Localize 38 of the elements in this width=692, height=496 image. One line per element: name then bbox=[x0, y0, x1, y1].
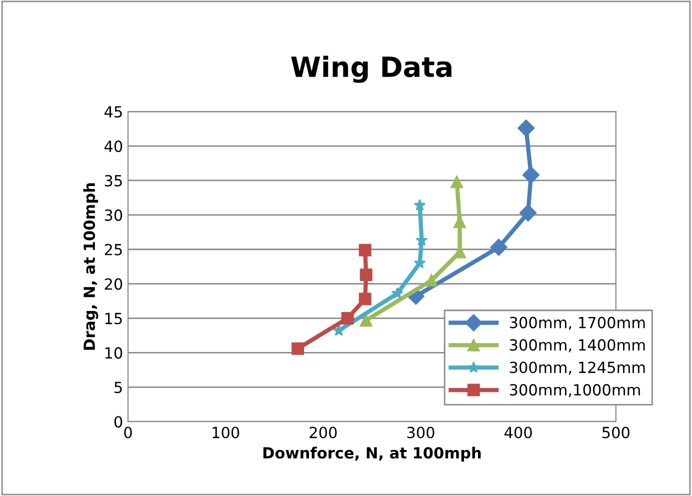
point bbox=[425, 274, 438, 287]
point bbox=[332, 324, 345, 336]
point bbox=[490, 238, 508, 256]
point bbox=[520, 204, 537, 222]
legend-label: 300mm, 1700mm bbox=[510, 316, 645, 330]
x-tick-label: 300 bbox=[407, 426, 434, 438]
y-axis-title: Drag, N, at 100mph bbox=[83, 183, 98, 350]
legend-label: 300mm, 1245mm bbox=[510, 362, 645, 375]
x-tick-label: 100 bbox=[212, 426, 240, 438]
legend-label: 300mm, 1400mm bbox=[510, 339, 645, 352]
x-tick-label: 200 bbox=[310, 426, 337, 438]
y-tick-label: 40 bbox=[104, 140, 122, 152]
point bbox=[360, 314, 372, 327]
chart-title: Wing Data bbox=[291, 56, 452, 83]
y-tick-label: 10 bbox=[105, 347, 122, 359]
y-tick-label: 20 bbox=[104, 278, 122, 290]
legend-label: 300mm,1000mm bbox=[510, 384, 640, 398]
x-tick-label: 500 bbox=[602, 426, 630, 438]
x-tick-label: 0 bbox=[124, 426, 132, 438]
x-axis-title: Downforce, N, at 100mph bbox=[263, 446, 481, 462]
point bbox=[360, 268, 372, 282]
point bbox=[292, 342, 304, 355]
y-tick-label: 0 bbox=[114, 416, 122, 428]
y-tick-label: 45 bbox=[104, 106, 122, 118]
y-tick-label: 30 bbox=[104, 209, 122, 221]
y-tick-label: 25 bbox=[104, 244, 122, 256]
x-tick-label: 400 bbox=[504, 426, 532, 438]
y-tick-label: 35 bbox=[104, 174, 122, 187]
point bbox=[450, 176, 464, 188]
point bbox=[518, 120, 535, 137]
point bbox=[414, 199, 426, 210]
point bbox=[341, 312, 354, 325]
point bbox=[391, 287, 404, 299]
y-tick-label: 5 bbox=[114, 382, 122, 394]
point bbox=[358, 244, 372, 256]
point bbox=[358, 292, 372, 306]
point bbox=[522, 166, 540, 184]
y-tick-label: 15 bbox=[105, 312, 122, 324]
